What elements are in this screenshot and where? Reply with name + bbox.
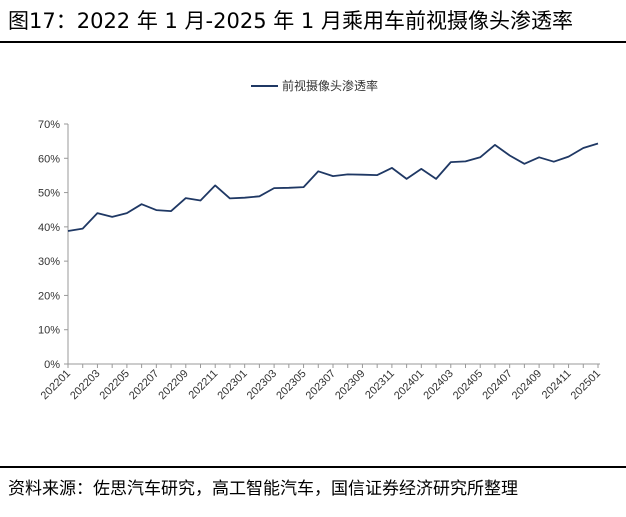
x-axis-ticks: 2022012022032022052022072022092022112023…	[39, 364, 603, 402]
y-axis-ticks: 0% 10% 20% 30% 40% 50% 60% 70%	[38, 119, 68, 371]
y-tick-label: 70%	[38, 119, 60, 131]
x-tick-label: 202411	[540, 368, 574, 402]
x-tick-label: 202211	[186, 368, 220, 402]
source-rule	[0, 466, 626, 468]
title-rule	[0, 41, 626, 43]
x-tick-label: 202311	[363, 368, 397, 402]
x-tick-label: 202409	[510, 368, 544, 402]
series-line	[67, 142, 599, 232]
x-tick-label: 202309	[333, 368, 367, 402]
x-tick-label: 202203	[68, 368, 102, 402]
x-tick-label: 202205	[98, 368, 132, 402]
x-tick-label: 202501	[569, 368, 603, 402]
x-tick-label: 202307	[304, 368, 338, 402]
x-tick-label: 202201	[39, 368, 73, 402]
series-group	[67, 142, 599, 232]
x-tick-label: 202403	[421, 368, 455, 402]
y-tick-label: 0%	[44, 359, 60, 371]
x-tick-label: 202207	[127, 368, 161, 402]
x-tick-label: 202209	[156, 368, 190, 402]
x-tick-label: 202407	[480, 368, 514, 402]
y-tick-label: 50%	[38, 188, 60, 200]
y-tick-label: 10%	[38, 325, 60, 337]
figure-title: 图17：2022 年 1 月-2025 年 1 月乘用车前视摄像头渗透率	[8, 9, 573, 33]
legend: 前视摄像头渗透率	[251, 78, 378, 93]
y-tick-label: 40%	[38, 222, 60, 234]
x-tick-label: 202303	[245, 368, 279, 402]
y-tick-label: 30%	[38, 256, 60, 268]
y-tick-label: 60%	[38, 153, 60, 165]
legend-label: 前视摄像头渗透率	[282, 78, 378, 93]
y-tick-label: 20%	[38, 290, 60, 302]
x-tick-label: 202405	[451, 368, 485, 402]
source-note: 资料来源：佐思汽车研究，高工智能汽车，国信证券经济研究所整理	[8, 479, 518, 499]
x-tick-label: 202301	[215, 368, 249, 402]
x-tick-label: 202305	[274, 368, 308, 402]
axes	[67, 124, 600, 365]
x-tick-label: 202401	[392, 368, 426, 402]
line-chart: 前视摄像头渗透率 0%10%20%30%40%50%60%70% 2022012…	[38, 78, 603, 402]
